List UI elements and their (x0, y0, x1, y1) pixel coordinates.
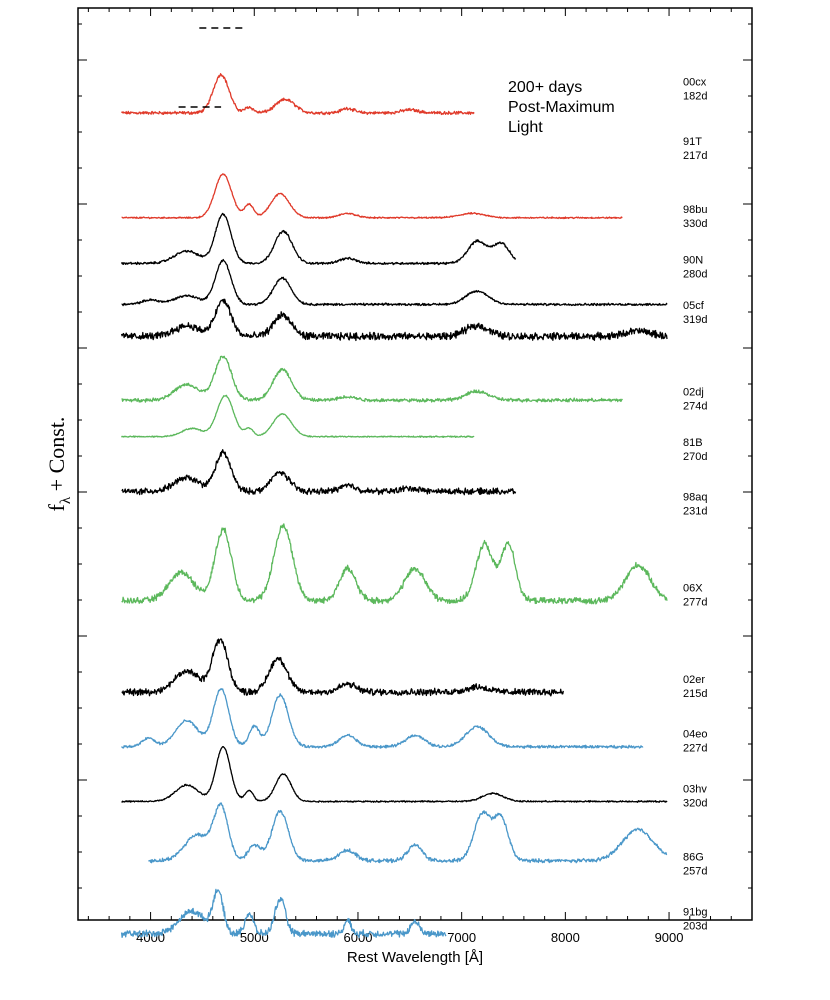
series-91T (121, 173, 623, 220)
series-98bu (120, 212, 517, 266)
annotation-line: Post-Maximum (508, 99, 615, 116)
series-00cx (121, 73, 475, 116)
series-label-03hv: 03hv (683, 783, 707, 795)
series-epoch-98aq: 231d (683, 505, 707, 517)
y-label-rest: + Const. (44, 417, 69, 497)
annotation: 200+ days Post-Maximum Light (508, 79, 615, 136)
series-02er (121, 638, 564, 697)
y-axis-label: fλ + Const. (44, 417, 74, 512)
series-epoch-00cx: 182d (683, 91, 707, 103)
series-label-05cf: 05cf (683, 300, 705, 312)
annotation-line: 200+ days (508, 79, 582, 96)
series-label-00cx: 00cx (683, 77, 707, 89)
series-label-06X: 06X (683, 583, 703, 595)
series-label-91T: 91T (683, 136, 702, 148)
series-label-98aq: 98aq (683, 491, 707, 503)
series-05cf (120, 298, 668, 342)
series-81B (121, 394, 475, 438)
series-06X (121, 523, 668, 605)
series-02dj (121, 355, 623, 403)
x-axis-label: Rest Wavelength [Å] (347, 949, 483, 966)
series-90N (121, 258, 668, 307)
x-tick-label: 9000 (655, 930, 684, 945)
series-label-04eo: 04eo (683, 729, 707, 741)
series-epoch-91T: 217d (683, 150, 707, 162)
series-label-90N: 90N (683, 254, 703, 266)
series-epoch-98bu: 330d (683, 218, 707, 230)
series-91bg (120, 888, 447, 939)
series-epoch-06X: 277d (683, 597, 707, 609)
series-03hv (121, 745, 668, 803)
series-04eo (121, 688, 644, 749)
series-86G (148, 802, 668, 864)
x-tick-label: 5000 (240, 930, 269, 945)
series-label-98bu: 98bu (683, 204, 707, 216)
series-epoch-90N: 280d (683, 268, 707, 280)
series-epoch-91bg: 203d (683, 920, 707, 932)
series-label-02er: 02er (683, 674, 705, 686)
series-epoch-86G: 257d (683, 866, 707, 878)
series-epoch-02er: 215d (683, 688, 707, 700)
series-98aq (121, 449, 517, 496)
series-epoch-05cf: 319d (683, 314, 707, 326)
series-epoch-81B: 270d (683, 451, 707, 463)
annotation-line: Light (508, 119, 543, 136)
series-layer (120, 27, 668, 939)
series-epoch-02dj: 274d (683, 401, 707, 413)
x-tick-label: 8000 (551, 930, 580, 945)
series-labels: 00cx 182d 91T 217d 98bu 330d 90N 280d 05cf 319d 02… (683, 77, 707, 933)
x-tick-label: 7000 (447, 930, 476, 945)
series-label-81B: 81B (683, 437, 703, 449)
series-epoch-04eo: 227d (683, 743, 707, 755)
y-label-sub: λ (58, 496, 74, 504)
x-tick-label: 6000 (344, 930, 373, 945)
plot-frame (77, 7, 753, 921)
series-epoch-03hv: 320d (683, 797, 707, 809)
series-label-02dj: 02dj (683, 387, 704, 399)
series-label-91bg: 91bg (683, 906, 707, 918)
series-label-86G: 86G (683, 852, 704, 864)
y-label-main: f (44, 503, 69, 511)
